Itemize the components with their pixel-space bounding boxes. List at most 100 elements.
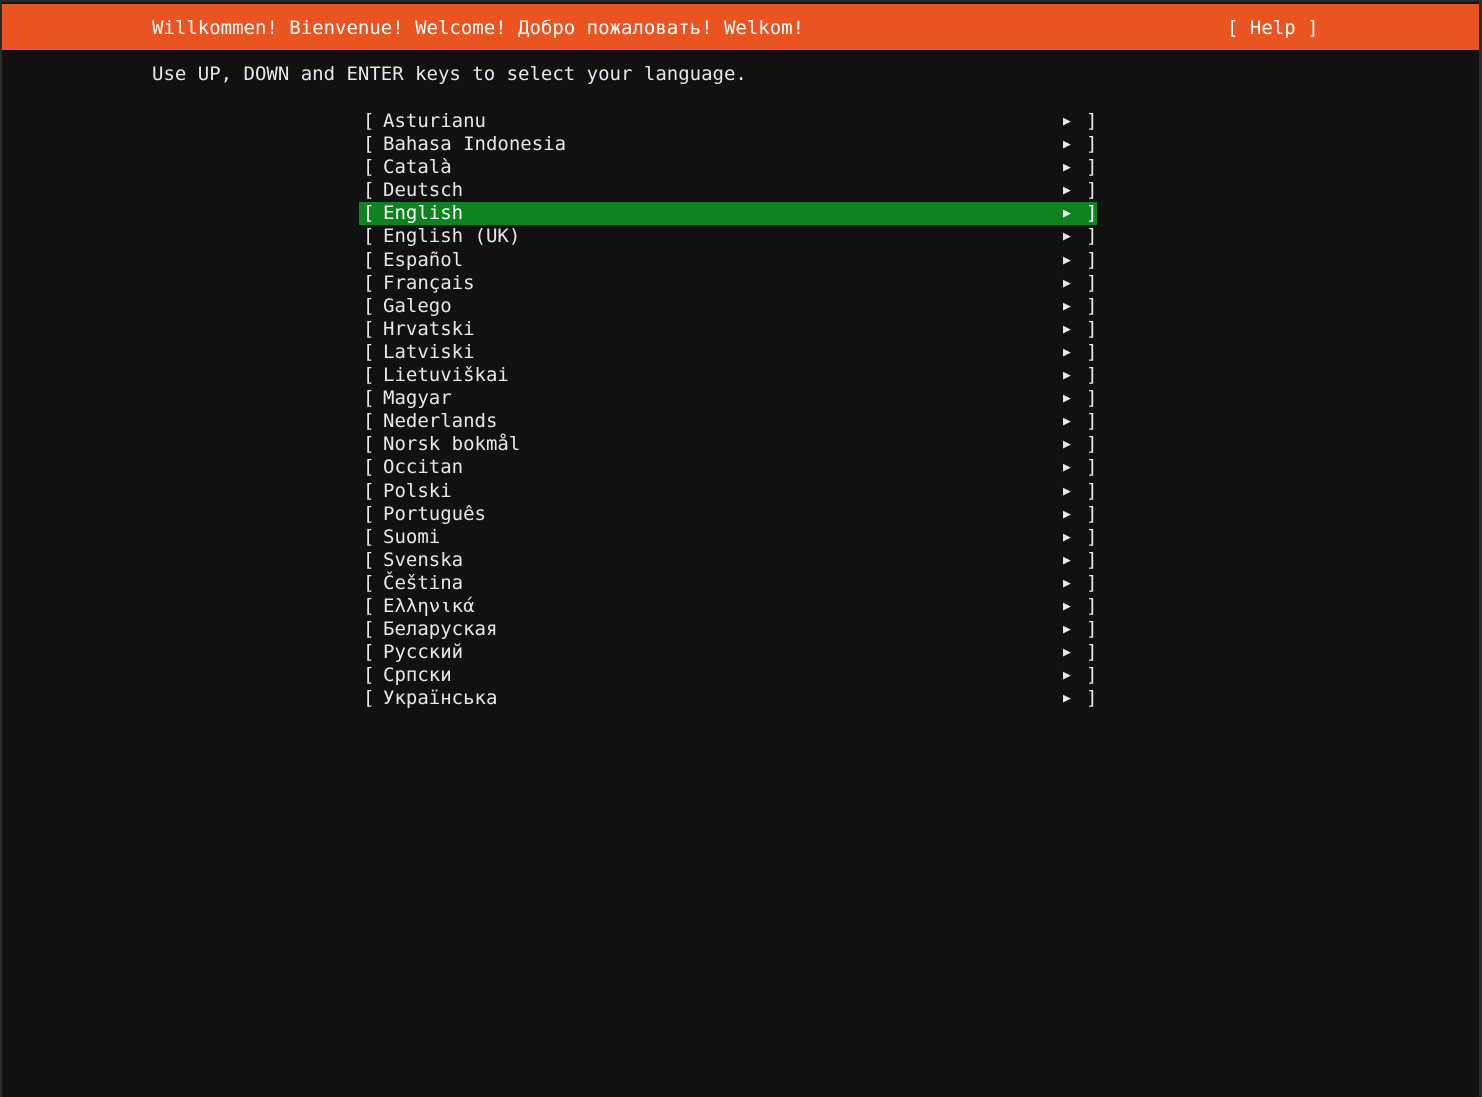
language-option[interactable]: [Беларуская ▶] (359, 618, 1097, 641)
language-option[interactable]: [Suomi ▶] (359, 526, 1097, 549)
left-bracket: [ (363, 594, 375, 617)
arrow-right-icon: ▶ (1063, 575, 1071, 591)
right-bracket: ] (1086, 294, 1098, 317)
arrow-right-icon: ▶ (1063, 368, 1071, 384)
left-bracket: [ (363, 387, 375, 410)
right-bracket: ] (1086, 271, 1098, 294)
language-option[interactable]: [English ▶] (359, 202, 1097, 226)
language-option[interactable]: [ Français ▶] (359, 272, 1097, 295)
language-name: Русский (383, 641, 464, 664)
language-name: Polski (383, 479, 452, 502)
left-bracket: [ (363, 664, 375, 687)
language-name: Español (383, 248, 464, 271)
language-name: Čeština (383, 571, 464, 594)
left-bracket: [ (363, 225, 375, 248)
arrow-right-icon: ▶ (1063, 691, 1071, 707)
language-option[interactable]: [Català ▶] (359, 156, 1097, 179)
left-bracket: [ (363, 641, 375, 664)
language-name: Norsk bokmål (383, 433, 521, 456)
language-option[interactable]: [Bahasa Indonesia ▶] (359, 133, 1097, 156)
left-bracket: [ (363, 271, 375, 294)
language-option[interactable]: [Português ▶] (359, 503, 1097, 526)
right-bracket: ] (1086, 179, 1098, 202)
left-bracket: [ (363, 179, 375, 202)
left-bracket: [ (363, 156, 375, 179)
right-bracket: ] (1086, 433, 1098, 456)
language-option[interactable]: [Polski ▶] (359, 480, 1097, 503)
arrow-right-icon: ▶ (1063, 391, 1071, 407)
language-option[interactable]: [Occitan ▶] (359, 456, 1097, 479)
left-bracket: [ (363, 410, 375, 433)
left-bracket: [ (363, 548, 375, 571)
right-bracket: ] (1086, 664, 1098, 687)
language-option[interactable]: [English (UK) ▶] (359, 225, 1097, 248)
arrow-right-icon: ▶ (1063, 483, 1071, 499)
language-name: English (383, 202, 464, 225)
language-option[interactable]: [ Deutsch ▶] (359, 179, 1097, 202)
right-bracket: ] (1086, 340, 1098, 363)
left-bracket: [ (363, 248, 375, 271)
arrow-right-icon: ▶ (1063, 321, 1071, 337)
language-name: Asturianu (383, 110, 486, 132)
right-bracket: ] (1086, 110, 1098, 132)
right-bracket: ] (1086, 156, 1098, 179)
arrow-right-icon: ▶ (1063, 229, 1071, 245)
right-bracket: ] (1086, 410, 1098, 433)
language-option[interactable]: [Latviski ▶] (359, 341, 1097, 364)
left-bracket: [ (363, 687, 375, 710)
left-bracket: [ (363, 525, 375, 548)
language-option[interactable]: [Српски ▶] (359, 664, 1097, 687)
right-bracket: ] (1086, 594, 1098, 617)
right-bracket: ] (1086, 571, 1098, 594)
arrow-right-icon: ▶ (1063, 645, 1071, 661)
right-bracket: ] (1086, 133, 1098, 156)
help-button[interactable]: [ Help ] (1227, 17, 1319, 39)
language-name: Galego (383, 294, 452, 317)
language-option[interactable]: [Hrvatski ▶] (359, 318, 1097, 341)
language-name: Català (383, 156, 452, 179)
language-option[interactable]: [Svenska ▶] (359, 549, 1097, 572)
language-option[interactable]: [Galego ▶] (359, 295, 1097, 318)
language-option[interactable]: [ Čeština ▶] (359, 572, 1097, 595)
arrow-right-icon: ▶ (1063, 137, 1071, 153)
right-bracket: ] (1086, 456, 1098, 479)
right-bracket: ] (1086, 687, 1098, 710)
left-bracket: [ (363, 364, 375, 387)
language-option[interactable]: [Ελληνικά ▶] (359, 595, 1097, 618)
language-name: English (UK) (383, 225, 521, 248)
left-bracket: [ (363, 571, 375, 594)
arrow-right-icon: ▶ (1063, 529, 1071, 545)
language-name: Hrvatski (383, 317, 475, 340)
right-bracket: ] (1086, 641, 1098, 664)
arrow-right-icon: ▶ (1063, 275, 1071, 291)
language-name: Português (383, 502, 486, 525)
left-bracket: [ (363, 340, 375, 363)
arrow-right-icon: ▶ (1063, 598, 1071, 614)
right-bracket: ] (1086, 479, 1098, 502)
left-bracket: [ (363, 294, 375, 317)
language-name: Français (383, 271, 475, 294)
right-bracket: ] (1086, 502, 1098, 525)
language-option[interactable]: [Nederlands ▶] (359, 410, 1097, 433)
left-bracket: [ (363, 133, 375, 156)
language-option[interactable]: [Magyar ▶] (359, 387, 1097, 410)
language-option[interactable]: [Español ▶] (359, 249, 1097, 272)
arrow-right-icon: ▶ (1063, 437, 1071, 453)
right-bracket: ] (1086, 364, 1098, 387)
language-name: Latviski (383, 340, 475, 363)
left-bracket: [ (363, 618, 375, 641)
language-option[interactable]: [Asturianu ▶] (359, 110, 1097, 133)
language-option[interactable]: [ Українська ▶] (359, 687, 1097, 710)
language-name: Suomi (383, 525, 441, 548)
language-option[interactable]: [Norsk bokmål ▶] (359, 433, 1097, 456)
right-bracket: ] (1086, 248, 1098, 271)
language-option[interactable]: [ Русский ▶] (359, 641, 1097, 664)
arrow-right-icon: ▶ (1063, 552, 1071, 568)
language-name: Українська (383, 687, 498, 710)
arrow-right-icon: ▶ (1063, 183, 1071, 199)
arrow-right-icon: ▶ (1063, 414, 1071, 430)
language-option[interactable]: [Lietuviškai ▶] (359, 364, 1097, 387)
arrow-right-icon: ▶ (1063, 460, 1071, 476)
language-name: Српски (383, 664, 452, 687)
language-name: Deutsch (383, 179, 464, 202)
